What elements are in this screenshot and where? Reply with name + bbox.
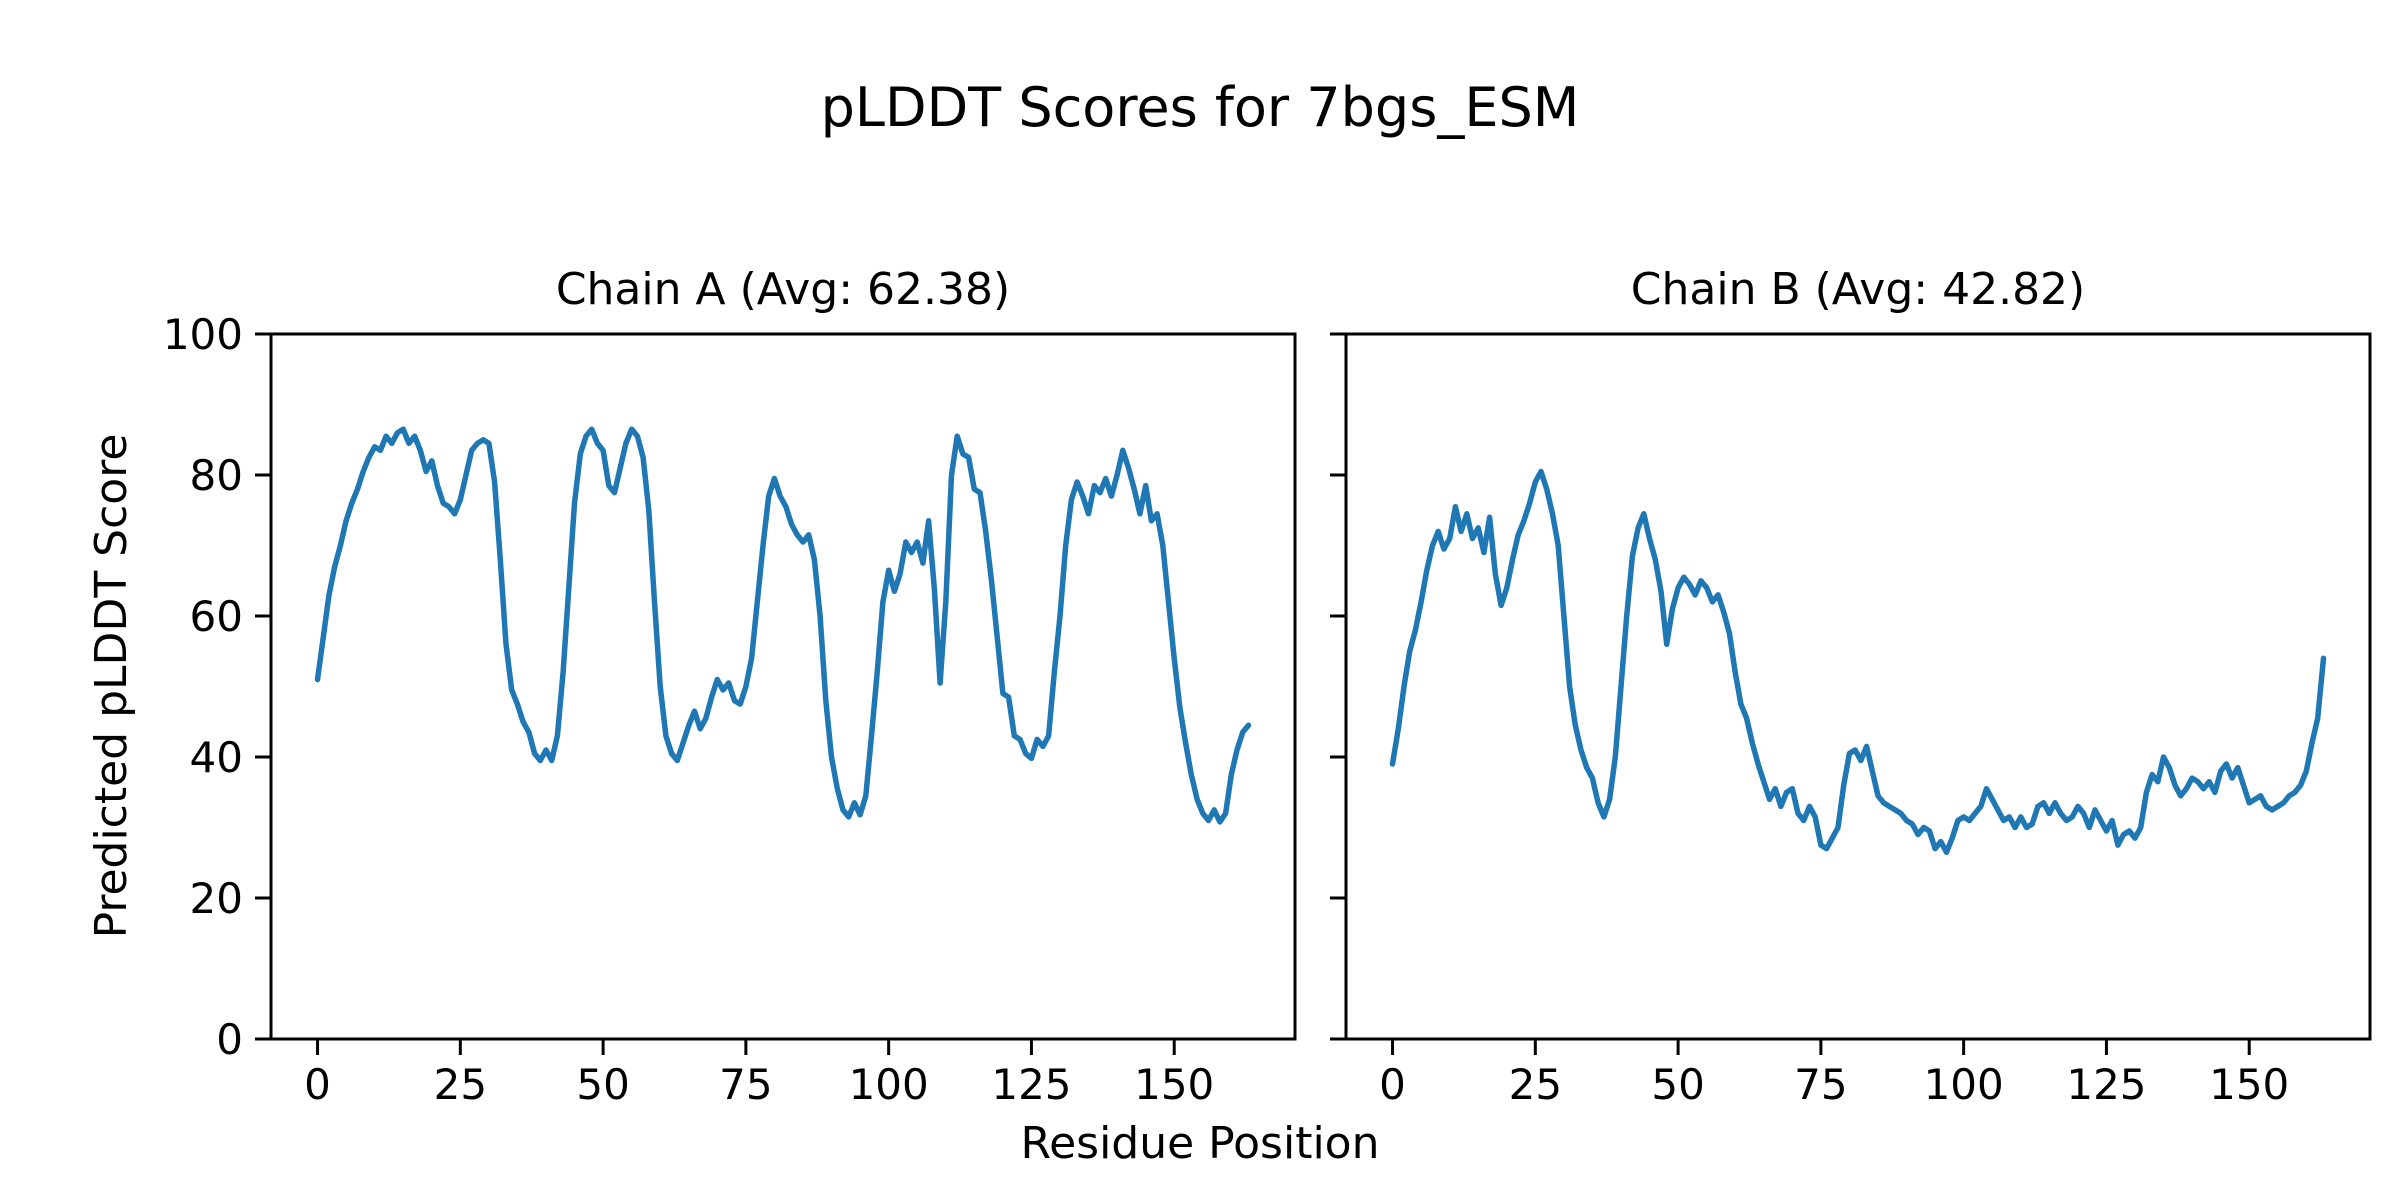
x-axis-label: Residue Position (1020, 1118, 1380, 1169)
x-tick-label: 75 (719, 1060, 772, 1109)
axes-frame (1344, 332, 2372, 1041)
y-tick-label: 100 (163, 310, 243, 359)
y-tick-label: 0 (216, 1015, 243, 1064)
x-tick-label: 125 (991, 1060, 1071, 1109)
x-tick-label: 50 (576, 1060, 629, 1109)
chain-a-subplot-title: Chain A (Avg: 62.38) (555, 264, 1011, 315)
plddt-line-chain-b (1389, 468, 2327, 855)
y-tick-label: 80 (190, 451, 243, 500)
x-tick-label: 100 (849, 1060, 929, 1109)
axes-frame (269, 332, 1297, 1041)
x-tick-label: 0 (304, 1060, 331, 1109)
y-tick-label: 20 (190, 874, 243, 923)
x-tick-label: 150 (1134, 1060, 1214, 1109)
x-tick-label: 50 (1651, 1060, 1704, 1109)
x-tick-label: 125 (2066, 1060, 2146, 1109)
x-tick-label: 100 (1924, 1060, 2004, 1109)
figure-title: pLDDT Scores for 7bgs_ESM (820, 76, 1580, 139)
plddt-line-chain-a (314, 426, 1252, 825)
y-tick-label: 60 (190, 592, 243, 641)
chain-a-plot: 0 25 50 75 100 125 150 0 20 40 60 80 100 (163, 310, 1297, 1109)
x-tick-label: 0 (1379, 1060, 1406, 1109)
x-tick-label: 25 (1509, 1060, 1562, 1109)
x-tick-label: 150 (2209, 1060, 2289, 1109)
x-tick-label: 25 (434, 1060, 487, 1109)
x-tick-label: 75 (1794, 1060, 1847, 1109)
chain-b-subplot-title: Chain B (Avg: 42.82) (1630, 264, 2086, 315)
y-tick-label: 40 (190, 733, 243, 782)
chain-b-plot: 0 25 50 75 100 125 150 (1330, 332, 2372, 1109)
